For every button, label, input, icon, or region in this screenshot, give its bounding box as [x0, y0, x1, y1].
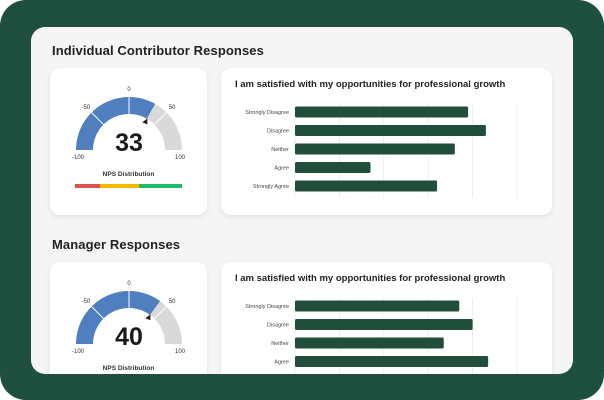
gauge-fill [76, 291, 161, 344]
category-label: Agree [274, 360, 289, 366]
category-label: Neither [271, 341, 289, 347]
gauge-tick-label: -100 [72, 155, 85, 161]
nps-score: 33 [115, 129, 143, 157]
section-title: Manager Responses [52, 237, 181, 252]
bar [295, 319, 473, 330]
gauge-tick-label: 100 [175, 155, 186, 161]
bar-chart: Strongly Disagree Disagree Neither Agree Str… [245, 104, 518, 198]
bar [295, 143, 455, 155]
bar [295, 356, 489, 367]
gauge-divider [154, 306, 167, 319]
gauge-divider [91, 306, 104, 319]
nps-label: NPS Distribution [102, 365, 155, 372]
gauge-empty [150, 301, 182, 344]
gauge-needle-icon [142, 118, 148, 125]
dashboard-panel: Individual Contributor Responses -100 -50… [31, 27, 573, 374]
passive-segment [99, 184, 140, 188]
chart-title: I am satisfied with my opportunities for… [235, 273, 506, 284]
category-label: Disagree [267, 323, 289, 329]
bar [295, 300, 460, 312]
gauge-fill [76, 96, 156, 150]
bar-chart-card: I am satisfied with my opportunities for… [221, 262, 552, 374]
category-label: Agree [274, 166, 289, 172]
category-label: Disagree [267, 129, 289, 135]
gauge-tick-label: -50 [82, 299, 91, 305]
promoter-segment [139, 184, 182, 188]
nps-gauge: -100 -50 0 50 100 40 [72, 281, 186, 355]
nps-distribution-bar [75, 184, 182, 188]
bar-chart-card: I am satisfied with my opportunities for… [221, 68, 552, 215]
nps-score: 40 [115, 323, 143, 351]
category-label: Strongly Disagree [245, 110, 289, 116]
gauge-needle-icon [145, 314, 151, 321]
bar [295, 180, 438, 192]
nps-label: NPS Distribution [102, 171, 155, 178]
category-label: Strongly Disagree [245, 304, 289, 310]
bar [295, 106, 469, 118]
gauge-tick-label: -100 [72, 349, 85, 355]
gauge-tick-label: 0 [127, 281, 131, 287]
nps-gauge: -100 -50 0 50 100 33 [72, 87, 186, 161]
gauge-tick-label: 0 [127, 87, 131, 93]
gauge-divider [154, 112, 167, 125]
bar [295, 125, 486, 136]
gauge-empty [146, 103, 182, 150]
gauge-tick-label: 100 [175, 349, 186, 355]
gauge-tick-label: 50 [169, 105, 176, 111]
gauge-tick-label: 50 [169, 299, 176, 305]
bar [295, 337, 444, 349]
gauge-tick-label: -50 [82, 105, 91, 111]
gauge-divider [91, 112, 104, 125]
nps-card: -100 -50 0 50 100 40 NPS Distribution [50, 262, 207, 374]
section-title: Individual Contributor Responses [52, 43, 264, 58]
bar-chart: Strongly DisagreeDisagreeNeitherAgreeStr… [245, 298, 518, 374]
nps-card: -100 -50 0 50 100 33 NPS Distribution [50, 68, 207, 215]
chart-title: I am satisfied with my opportunities for… [235, 79, 506, 90]
bar [295, 162, 371, 173]
detractor-segment [75, 184, 100, 188]
category-label: Neither [271, 147, 289, 153]
category-label: Strongly Agree [253, 184, 289, 190]
